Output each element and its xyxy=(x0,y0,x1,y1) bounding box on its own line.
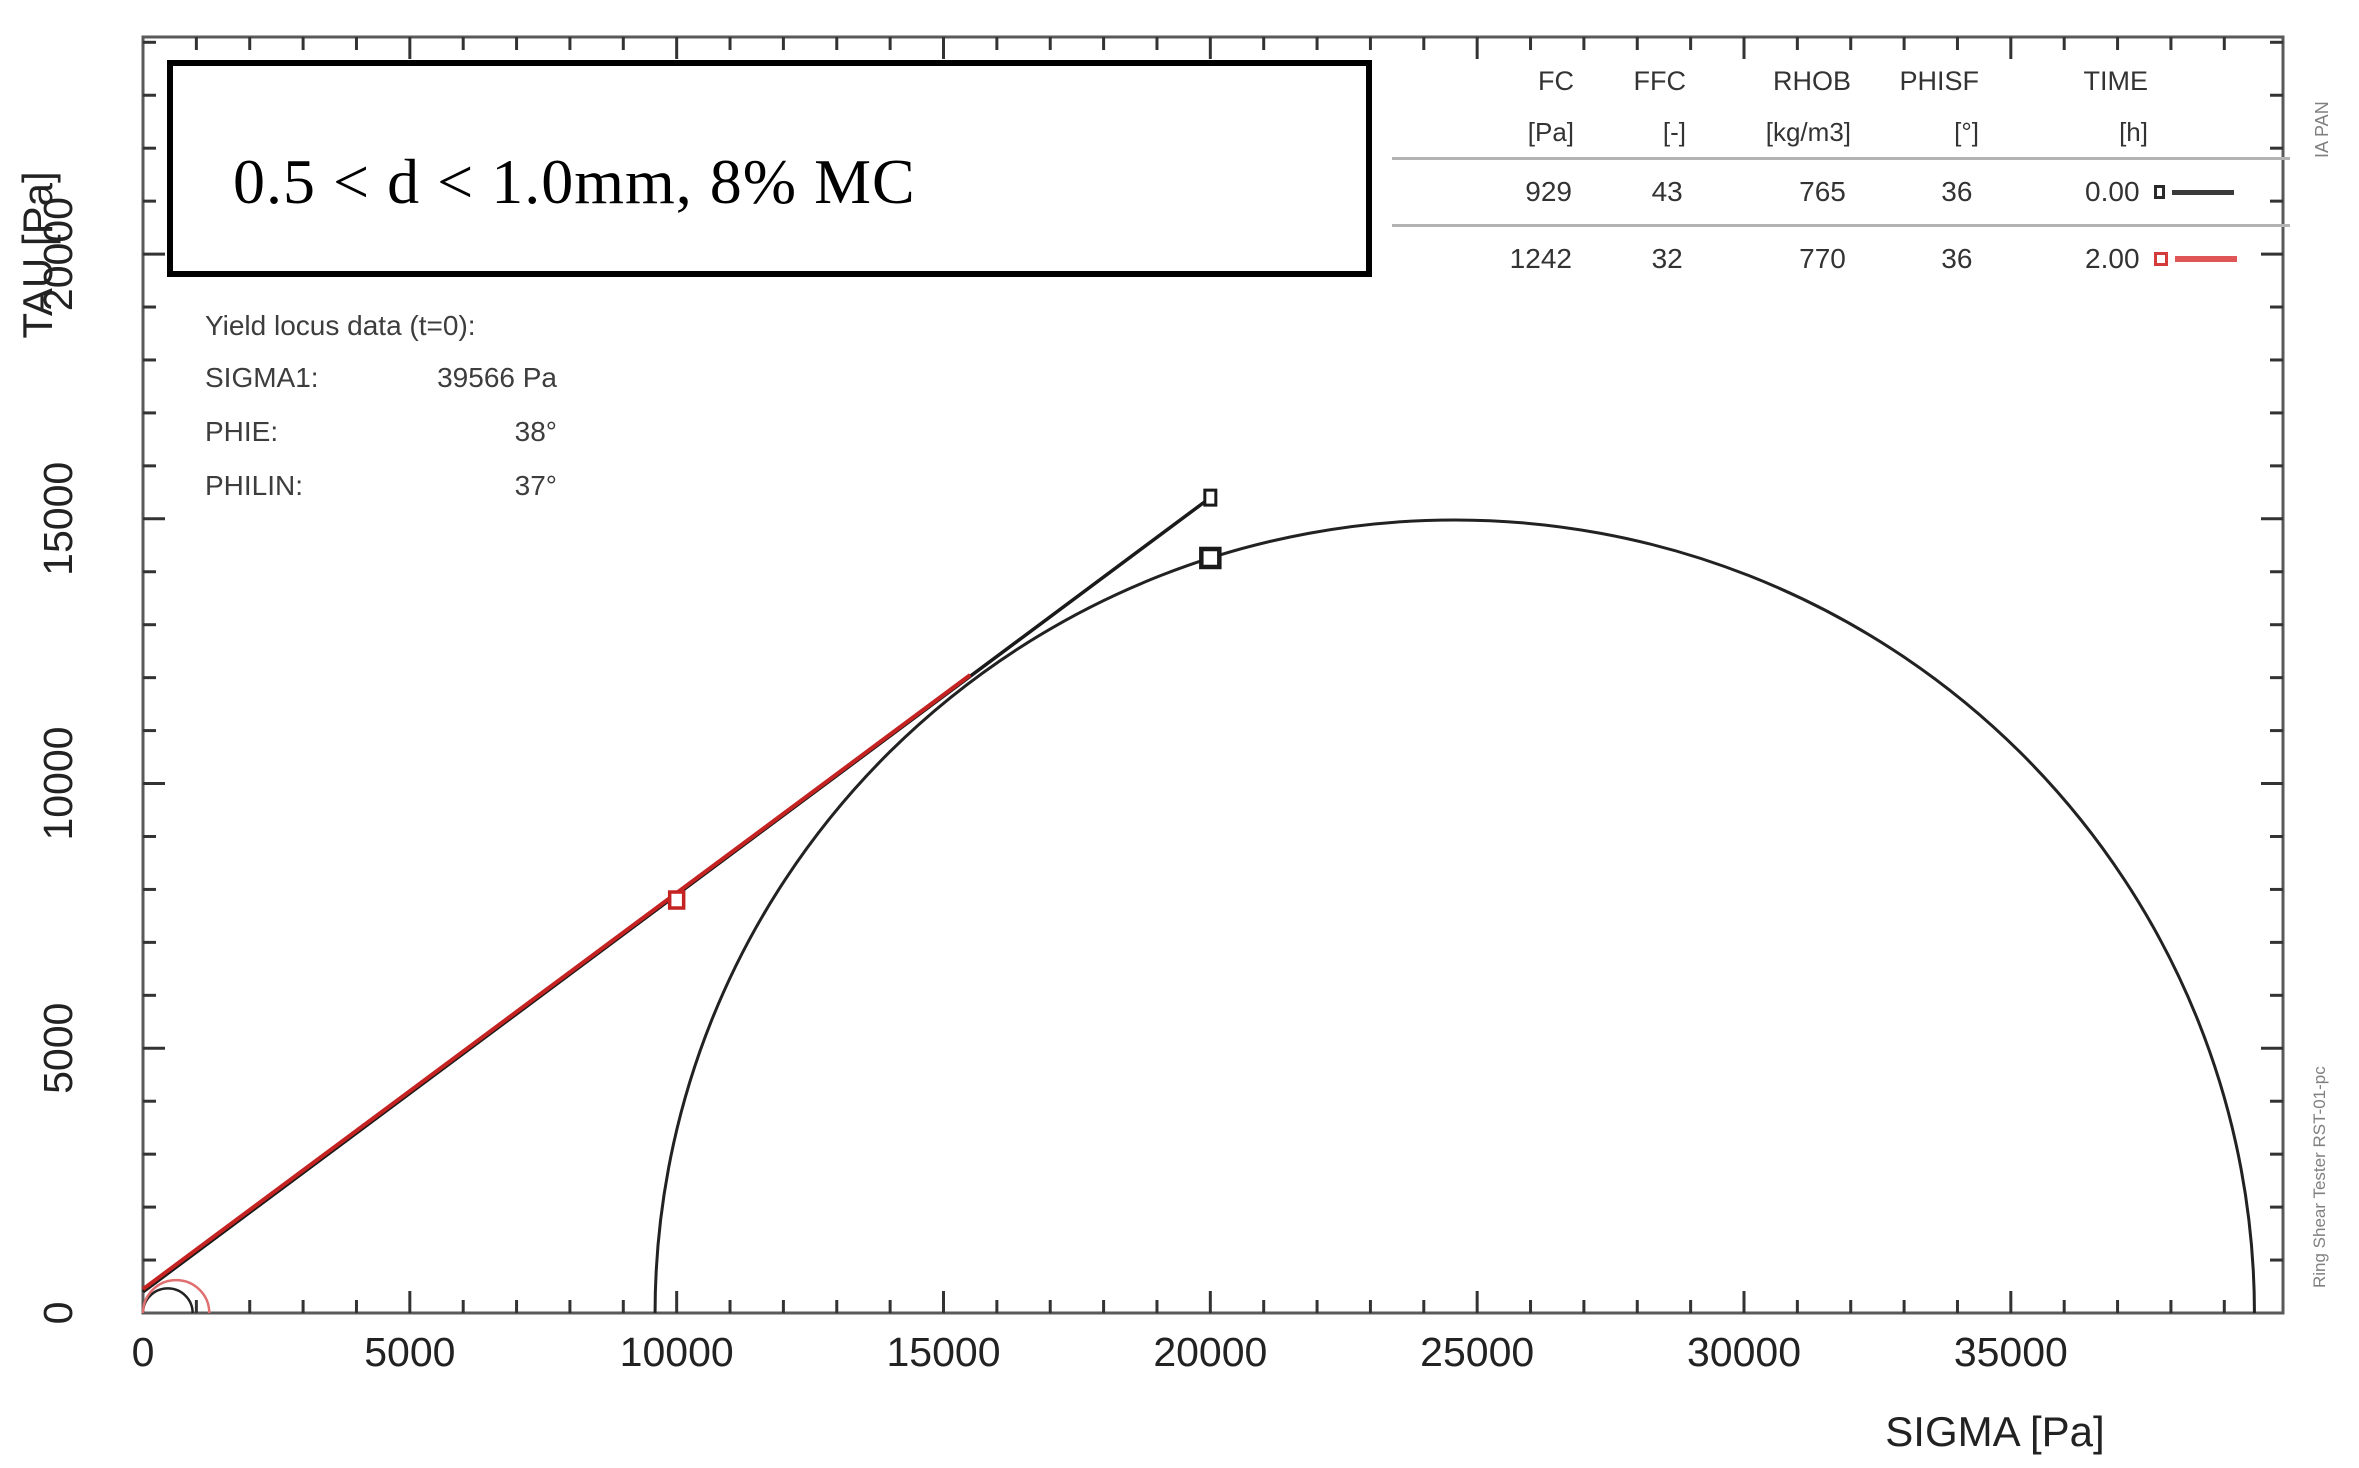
col-header-ffc: FFC xyxy=(1633,65,1686,96)
x-tick-label: 25000 xyxy=(1420,1329,1534,1375)
sigma1-value: 39566 Pa xyxy=(437,362,557,393)
line-sample-red xyxy=(2174,256,2237,262)
tangent-point-t0-marker xyxy=(1199,546,1222,570)
yield-locus-info-heading: Yield locus data (t=0): xyxy=(205,310,476,341)
plot-frame xyxy=(141,35,2285,1315)
table-row-t2: 1242 32 770 36 2.00 xyxy=(1392,227,2290,291)
ffc-value-t2: 32 xyxy=(1651,243,1683,274)
table-units-row: [Pa] [-] [kg/m3] [°] [h] xyxy=(1392,107,2290,157)
unit-rhob: [kg/m3] xyxy=(1765,116,1851,147)
x-tick-label: 0 xyxy=(132,1329,155,1375)
sigma1-label: SIGMA1: xyxy=(205,362,319,393)
table-separator xyxy=(1392,157,2290,160)
phie-value: 38° xyxy=(514,416,557,447)
x-tick-label: 5000 xyxy=(364,1329,455,1375)
shear-point-t2-marker xyxy=(667,890,686,910)
fc-value-t0: 929 xyxy=(1525,176,1572,207)
y-tick-label: 0 xyxy=(35,1302,81,1325)
y-tick-label: 20000 xyxy=(35,197,81,311)
y-axis-title: TAU [Pa] xyxy=(14,171,61,338)
yield-locus-info: Yield locus data (t=0): SIGMA1: 39566 Pa… xyxy=(205,310,557,524)
col-header-phisf: PHISF xyxy=(1899,65,1979,96)
x-tick-label: 10000 xyxy=(620,1329,734,1375)
fc-value-t2: 1242 xyxy=(1509,243,1572,274)
x-axis-title: SIGMA [Pa] xyxy=(1885,1408,2104,1455)
square-marker-icon xyxy=(2153,252,2168,266)
x-tick-label: 30000 xyxy=(1687,1329,1801,1375)
chart-title: 0.5 < d < 1.0mm, 8% MC xyxy=(233,145,916,217)
y-tick-label: 5000 xyxy=(35,1003,81,1094)
time-value-t0: 0.00 xyxy=(2085,176,2140,207)
unit-ffc: [-] xyxy=(1662,116,1686,147)
line-sample-black xyxy=(2171,189,2234,195)
legend-sample-t0 xyxy=(2153,185,2290,199)
table-header-row: FC FFC RHOB PHISF TIME xyxy=(1392,55,2290,107)
col-header-fc: FC xyxy=(1538,65,1574,96)
test-results-table: FC FFC RHOB PHISF TIME [Pa] [-] [kg/m3] … xyxy=(1392,55,2290,291)
phie-label: PHIE: xyxy=(205,416,279,447)
unit-time: [h] xyxy=(2119,116,2148,147)
fc-circle-t2-arc xyxy=(141,1278,211,1314)
yield-locus-info-row: PHIE: 38° xyxy=(205,416,557,470)
col-header-time: TIME xyxy=(2083,65,2149,96)
unit-fc: [Pa] xyxy=(1527,116,1574,147)
chart-title-box: 0.5 < d < 1.0mm, 8% MC xyxy=(167,60,1372,277)
institution-label: IA PAN xyxy=(2312,101,2332,158)
yield-locus-info-row: PHILIN: 37° xyxy=(205,470,557,524)
rhob-value-t0: 765 xyxy=(1799,176,1846,207)
phisf-value-t2: 36 xyxy=(1941,243,1973,274)
x-tick-label: 35000 xyxy=(1954,1329,2068,1375)
philin-value: 37° xyxy=(514,470,557,501)
y-tick-label: 10000 xyxy=(35,727,81,841)
x-tick-label: 20000 xyxy=(1153,1329,1267,1375)
time-value-t2: 2.00 xyxy=(2085,243,2140,274)
col-header-rhob: RHOB xyxy=(1772,65,1851,96)
unit-phisf: [°] xyxy=(1954,116,1979,147)
square-marker-icon xyxy=(2153,185,2165,199)
philin-label: PHILIN: xyxy=(205,470,304,501)
yield-locus-t2-line xyxy=(141,673,972,1291)
legend-sample-t2 xyxy=(2153,252,2290,266)
table-row-t0: 929 43 765 36 0.00 xyxy=(1392,160,2290,224)
yield-locus-info-row: SIGMA1: 39566 Pa xyxy=(205,362,557,416)
instrument-label: Ring Shear Tester RST-01-pc xyxy=(2310,1066,2329,1288)
preshear-point-t0-marker xyxy=(1203,488,1218,507)
rhob-value-t2: 770 xyxy=(1799,243,1846,274)
x-tick-label: 15000 xyxy=(886,1329,1000,1375)
phisf-value-t0: 36 xyxy=(1941,176,1973,207)
mohr-circle-consolidation-t0-arc xyxy=(653,518,2256,1314)
table-separator xyxy=(1392,224,2290,227)
y-tick-label: 15000 xyxy=(35,462,81,576)
ffc-value-t0: 43 xyxy=(1651,176,1683,207)
